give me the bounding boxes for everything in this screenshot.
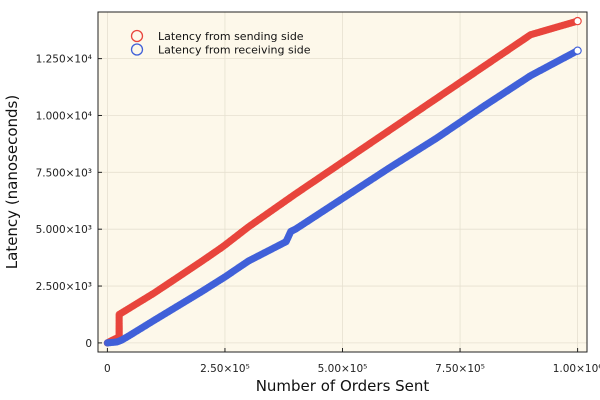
legend-item-receiving: Latency from receiving side [130, 43, 311, 57]
y-axis-label: Latency (nanoseconds) [3, 95, 21, 269]
y-tick-label: 5.000×10³ [36, 224, 92, 236]
x-axis-label: Number of Orders Sent [256, 377, 430, 395]
y-tick-label: 1.000×10⁴ [36, 110, 92, 122]
series-layer [103, 16, 582, 347]
legend-marker-sending [130, 29, 144, 43]
x-tick-label: 1.00×10⁶ [553, 363, 600, 375]
legend-label-sending: Latency from sending side [158, 30, 304, 43]
series-1 [103, 46, 582, 347]
series-0 [103, 16, 582, 347]
y-tick-label: 2.500×10³ [36, 281, 92, 293]
y-tick-label: 7.500×10³ [36, 167, 92, 179]
y-axis-ticks: 0 2.500×10³ 5.000×10³ 7.500×10³ 1.000×10⁴ 1.2… [36, 54, 102, 350]
y-tick-label: 0 [85, 338, 92, 350]
legend: Latency from sending side Latency from r… [130, 29, 311, 57]
x-axis-ticks: 0 2.50×10⁵ 5.00×10⁵ 7.50×10⁵ 1.00×10⁶ [104, 348, 600, 375]
x-tick-label: 2.50×10⁵ [200, 363, 250, 375]
x-tick-label: 5.00×10⁵ [318, 363, 368, 375]
y-tick-label: 1.250×10⁴ [36, 54, 92, 66]
data-point-last [573, 46, 582, 55]
legend-marker-receiving [130, 43, 144, 56]
legend-label-receiving: Latency from receiving side [158, 44, 311, 57]
x-tick-label: 7.50×10⁵ [435, 363, 485, 375]
data-point-last [573, 16, 582, 26]
grid [98, 12, 587, 352]
x-tick-label: 0 [104, 363, 111, 375]
legend-item-sending: Latency from sending side [130, 29, 304, 43]
